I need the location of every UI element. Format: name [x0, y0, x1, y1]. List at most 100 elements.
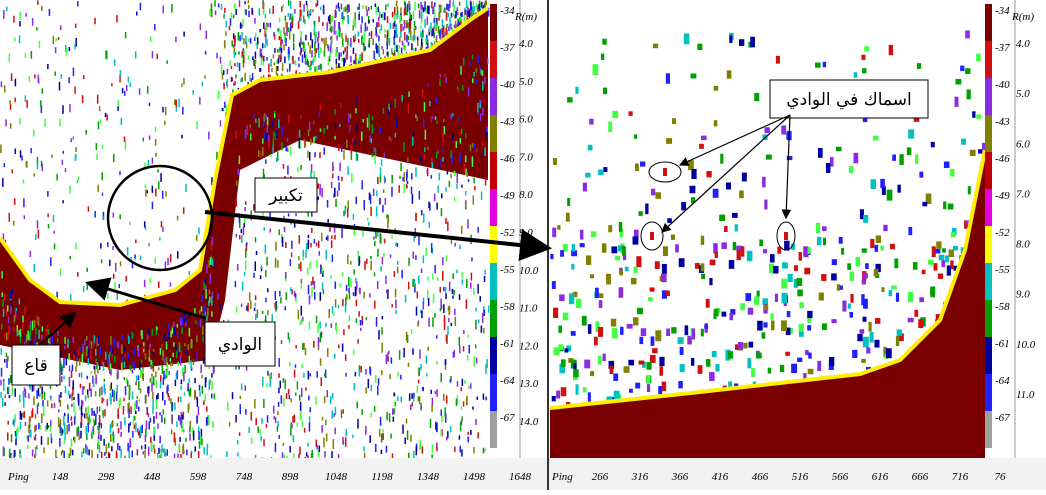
- echo-speck: [305, 35, 307, 41]
- echo-speck: [4, 359, 6, 363]
- echo-speck: [978, 149, 982, 153]
- echo-speck: [286, 29, 288, 36]
- echo-speck: [289, 395, 291, 399]
- echo-speck: [352, 138, 354, 142]
- echo-speck: [453, 350, 455, 357]
- echo-speck: [403, 172, 405, 182]
- echo-speck: [360, 328, 362, 331]
- echo-speck: [243, 227, 245, 235]
- echo-speck: [747, 358, 751, 368]
- echo-speck: [111, 446, 113, 451]
- echo-speck: [231, 66, 233, 69]
- echo-speck: [82, 95, 84, 103]
- echo-speck: [286, 292, 288, 300]
- x-tick-label: 466: [752, 471, 769, 483]
- echo-speck: [145, 353, 147, 360]
- echo-speck: [152, 158, 154, 164]
- echo-speck: [466, 279, 468, 288]
- echo-speck: [395, 27, 397, 30]
- echo-speck: [852, 350, 857, 358]
- echo-speck: [922, 202, 927, 206]
- echo-speck: [134, 425, 136, 429]
- echo-speck: [138, 347, 140, 357]
- echo-speck: [129, 222, 131, 226]
- echo-speck: [264, 227, 266, 231]
- echo-speck: [188, 378, 190, 383]
- echo-speck: [451, 323, 453, 326]
- range-label: R(m): [1011, 11, 1034, 23]
- echo-speck: [62, 160, 64, 165]
- echo-speck: [162, 107, 164, 112]
- echo-speck: [260, 151, 262, 158]
- echo-speck: [397, 7, 399, 16]
- echo-speck: [378, 50, 380, 56]
- echo-speck: [355, 108, 357, 113]
- echo-speck: [485, 1, 487, 5]
- echo-speck: [149, 135, 151, 139]
- echo-speck: [275, 443, 277, 452]
- echo-speck: [357, 339, 359, 344]
- echo-speck: [47, 423, 49, 430]
- echo-speck: [292, 416, 294, 423]
- echo-speck: [147, 86, 149, 94]
- echo-speck: [848, 304, 851, 309]
- echo-speck: [655, 330, 661, 341]
- echo-speck: [275, 291, 277, 300]
- echo-speck: [324, 396, 326, 403]
- color-scale-label: -46: [995, 153, 1010, 165]
- echo-speck: [653, 44, 658, 48]
- echo-speck: [360, 366, 362, 373]
- echo-speck: [763, 305, 768, 311]
- echo-speck: [204, 306, 206, 313]
- echo-speck: [320, 358, 322, 365]
- echo-speck: [608, 225, 612, 232]
- echo-speck: [418, 276, 420, 285]
- echo-speck: [849, 166, 853, 173]
- echo-speck: [202, 82, 204, 87]
- echo-speck: [949, 249, 955, 257]
- echo-speck: [873, 136, 879, 141]
- echo-speck: [189, 426, 191, 432]
- echo-speck: [709, 372, 714, 381]
- echo-speck: [348, 4, 350, 11]
- echo-speck: [208, 132, 210, 140]
- echo-speck: [206, 406, 208, 411]
- echo-speck: [236, 307, 238, 313]
- echo-speck: [242, 51, 244, 55]
- echo-speck: [141, 330, 143, 336]
- echo-speck: [896, 336, 899, 346]
- echo-speck: [355, 20, 357, 28]
- echo-speck: [147, 190, 149, 193]
- echo-speck: [444, 126, 446, 134]
- echo-speck: [419, 349, 421, 358]
- echo-speck: [235, 415, 237, 422]
- echo-speck: [64, 346, 66, 350]
- echo-speck: [130, 406, 132, 414]
- echo-speck: [95, 391, 97, 396]
- echo-speck: [158, 281, 160, 288]
- echo-speck: [23, 198, 25, 207]
- echo-speck: [66, 358, 68, 365]
- echo-speck: [336, 5, 338, 9]
- echo-speck: [747, 251, 753, 261]
- echo-speck: [33, 130, 35, 137]
- echo-speck: [285, 306, 287, 310]
- echo-speck: [200, 23, 202, 30]
- echo-speck: [436, 120, 438, 124]
- echo-speck: [181, 327, 183, 334]
- echo-speck: [266, 115, 268, 120]
- echo-speck: [391, 304, 393, 308]
- echo-speck: [118, 428, 120, 433]
- echo-speck: [293, 435, 295, 440]
- echo-speck: [255, 32, 256, 39]
- echo-speck: [113, 398, 115, 402]
- echo-speck: [170, 358, 172, 362]
- echo-speck: [288, 115, 290, 124]
- echo-speck: [50, 426, 52, 432]
- echo-speck: [461, 129, 463, 134]
- echo-speck: [69, 47, 71, 51]
- echo-speck: [339, 162, 341, 171]
- color-scale-label: -55: [995, 264, 1010, 276]
- echo-speck: [869, 332, 873, 342]
- echo-speck: [25, 422, 27, 426]
